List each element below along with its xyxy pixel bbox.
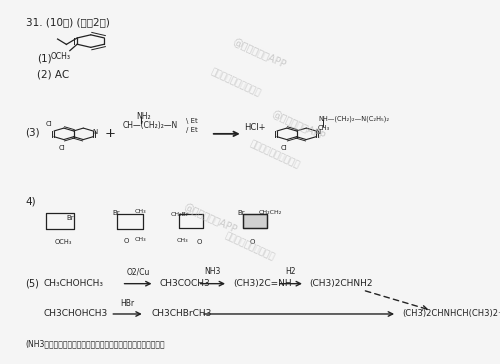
Text: Br: Br (66, 215, 74, 221)
Text: CH3COCH3: CH3COCH3 (160, 279, 210, 288)
Text: (CH3)2CHNHCH(CH3)2·HCl: (CH3)2CHNHCH(CH3)2·HCl (402, 309, 500, 318)
Text: HBr: HBr (120, 299, 134, 308)
Text: 极速刷题功能免费下载: 极速刷题功能免费下载 (209, 67, 262, 98)
Text: NH3: NH3 (204, 268, 221, 276)
Text: (3): (3) (26, 127, 40, 137)
Bar (243, 214, 267, 229)
Text: HCl+: HCl+ (244, 123, 266, 132)
Text: CH3CHBrCH3: CH3CHBrCH3 (152, 309, 212, 318)
Text: CH₂Br: CH₂Br (170, 211, 188, 217)
Text: @高考直通车APP: @高考直通车APP (271, 108, 327, 141)
Text: OCH₃: OCH₃ (55, 239, 72, 245)
Text: (1): (1) (37, 54, 52, 64)
Text: Br: Br (238, 210, 246, 216)
Text: CH₃: CH₃ (176, 238, 188, 244)
Text: (5): (5) (26, 279, 40, 289)
Text: CH₂CH₂: CH₂CH₂ (259, 210, 282, 215)
Text: O: O (197, 238, 202, 245)
Text: CH3CHOHCH3: CH3CHOHCH3 (43, 309, 108, 318)
Text: NH—(CH₂)₂—N(C₂H₅)₂: NH—(CH₂)₂—N(C₂H₅)₂ (318, 116, 390, 122)
Text: CH₃: CH₃ (135, 237, 146, 242)
Text: 极速刷题功能免费下载: 极速刷题功能免费下载 (248, 139, 301, 170)
Text: Cl: Cl (45, 121, 52, 127)
Text: N: N (315, 129, 320, 135)
Text: OCH₃: OCH₃ (50, 52, 70, 61)
Text: O: O (124, 238, 130, 244)
Text: CH₃CHOHCH₃: CH₃CHOHCH₃ (43, 279, 103, 288)
Text: \ Et: \ Et (186, 118, 198, 124)
Text: (2) AC: (2) AC (37, 70, 69, 80)
Text: NH₂: NH₂ (136, 111, 151, 120)
Text: @高考直通车APP: @高考直通车APP (182, 201, 239, 234)
Text: CH—(CH₂)₂—N: CH—(CH₂)₂—N (122, 122, 178, 131)
Text: Cl: Cl (59, 145, 66, 151)
Text: 极速刷题功能免费下载: 极速刷题功能免费下载 (224, 232, 276, 262)
Text: (CH3)2CHNH2: (CH3)2CHNH2 (309, 279, 372, 288)
Text: (CH3)2C=NH: (CH3)2C=NH (233, 279, 292, 288)
Text: O2/Cu: O2/Cu (126, 268, 150, 276)
Text: 4): 4) (26, 197, 36, 207)
Text: (NH3与下面途径参与反应再连接也可以，其他合理途径也可以）: (NH3与下面途径参与反应再连接也可以，其他合理途径也可以） (26, 340, 165, 349)
Text: O: O (250, 238, 256, 245)
Text: 31. (10分) (每穰2分): 31. (10分) (每穰2分) (26, 17, 110, 27)
Text: CH₃: CH₃ (135, 209, 146, 214)
Text: +: + (105, 127, 116, 141)
Text: N: N (92, 129, 98, 135)
Text: CH₃: CH₃ (318, 126, 330, 131)
Text: H2: H2 (286, 268, 296, 276)
Text: Cl: Cl (281, 145, 287, 151)
Text: / Et: / Et (186, 127, 198, 133)
Text: Br: Br (113, 210, 120, 216)
Text: @高考直通车APP: @高考直通车APP (232, 36, 288, 70)
